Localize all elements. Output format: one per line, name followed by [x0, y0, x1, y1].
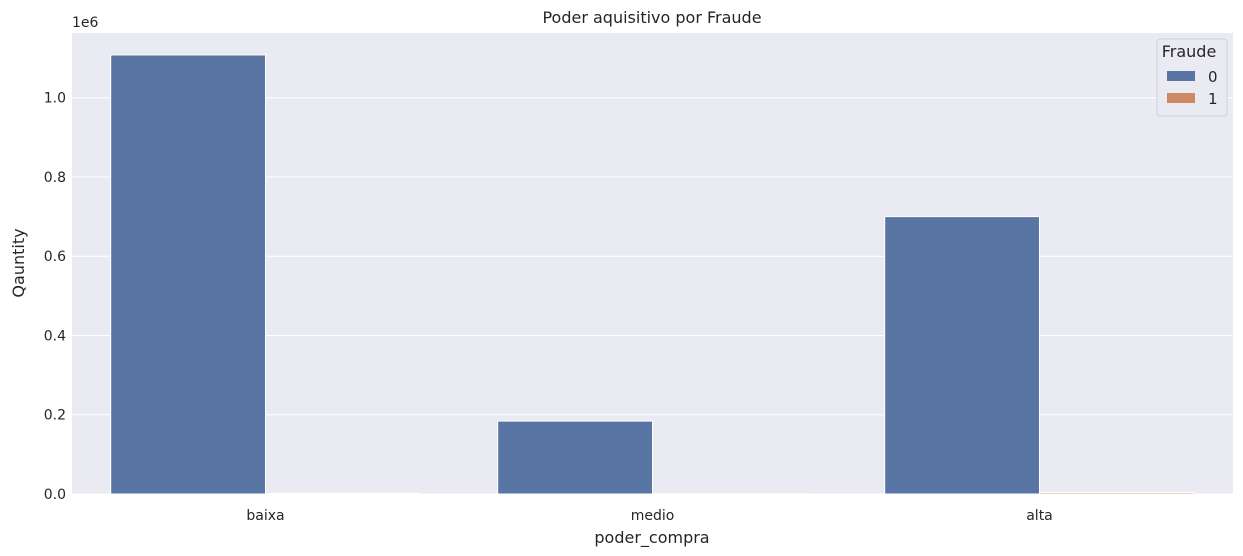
y-tick-label: 0.8 [44, 170, 66, 186]
y-offset-text: 1e6 [72, 15, 99, 31]
bars-group [110, 54, 1195, 495]
y-axis-label: Qauntity [9, 228, 28, 297]
y-tick-label: 1.0 [44, 91, 66, 107]
bar-alta-fraude-0 [884, 216, 1041, 495]
legend-label-0: 0 [1208, 68, 1218, 86]
y-tick-label: 0.4 [44, 328, 66, 344]
x-tick-label: alta [1026, 508, 1053, 524]
x-axis-label: poder_compra [594, 528, 709, 548]
y-tick-labels: 0.0 0.2 0.4 0.6 0.8 1.0 [44, 91, 66, 503]
legend-swatch-1 [1167, 93, 1195, 103]
chart-title: Poder aquisitivo por Fraude [542, 8, 761, 27]
legend-swatch-0 [1167, 71, 1195, 81]
x-tick-label: baixa [246, 508, 284, 524]
y-tick-label: 0.0 [44, 487, 66, 503]
bar-alta-fraude-1 [1039, 492, 1195, 495]
bar-baixa-fraude-0 [110, 54, 266, 495]
bar-medio-fraude-0 [497, 420, 654, 495]
legend: Fraude 0 1 [1156, 38, 1228, 117]
y-tick-label: 0.6 [44, 249, 66, 265]
bar-baixa-fraude-1 [265, 492, 421, 495]
x-tick-label: medio [631, 508, 675, 524]
x-tick-labels: baixa medio alta [246, 508, 1052, 524]
y-tick-label: 0.2 [44, 408, 66, 424]
legend-title: Fraude [1162, 42, 1217, 61]
legend-label-1: 1 [1208, 90, 1218, 108]
